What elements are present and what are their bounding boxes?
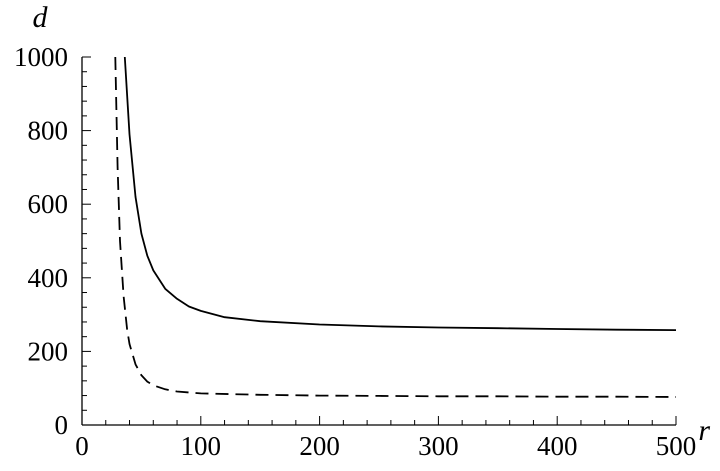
y-tick-label: 1000 xyxy=(14,42,68,72)
dashed-series-line xyxy=(114,56,677,398)
series-layer xyxy=(114,56,677,398)
x-tick-label: 200 xyxy=(299,431,340,461)
y-tick-label: 400 xyxy=(28,263,69,293)
x-tick-label: 500 xyxy=(656,431,697,461)
y-tick-label: 600 xyxy=(28,189,69,219)
x-tick-label: 100 xyxy=(181,431,222,461)
solid-series-line xyxy=(123,56,677,331)
y-tick-label: 800 xyxy=(28,116,69,146)
x-tick-label: 400 xyxy=(537,431,578,461)
x-tick-label: 0 xyxy=(75,431,89,461)
y-tick-label: 0 xyxy=(55,410,69,440)
x-axis-title: r xyxy=(698,414,710,447)
y-axis-title: d xyxy=(33,1,49,34)
ticks xyxy=(81,56,677,426)
x-tick-label: 300 xyxy=(418,431,459,461)
y-tick-label: 200 xyxy=(28,336,69,366)
tick-labels: 0 100 200 300 400 500 0 200 400 600 800 1000 xyxy=(14,42,696,461)
